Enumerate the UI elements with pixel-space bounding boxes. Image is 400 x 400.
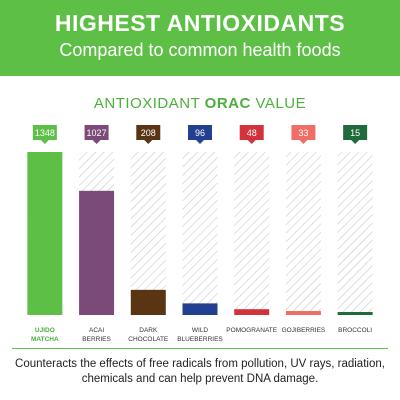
data-label: 15 <box>350 128 360 138</box>
bar <box>130 289 166 315</box>
bar-background <box>337 152 373 315</box>
bar-background <box>285 152 321 315</box>
bar-background <box>130 152 166 315</box>
data-label: 208 <box>141 128 156 138</box>
value-tag <box>136 125 161 140</box>
value-tag-pointer <box>247 140 256 144</box>
orac-bar-chart: 1348 UJIDO MATCHA 1027 ACAI BERRIES 208 DARK CHO… <box>27 125 373 343</box>
bar-group: 1348 UJIDO MATCHA <box>27 125 63 343</box>
value-tag-pointer <box>351 140 360 144</box>
category-label: CHOCOLATE <box>128 336 169 343</box>
bar <box>182 303 218 315</box>
value-tag <box>188 125 212 140</box>
category-label: BLUEBERRIES <box>177 336 223 343</box>
data-label: 1027 <box>87 128 107 138</box>
footer-divider <box>12 348 388 349</box>
category-label: POMOGRANATE <box>226 327 277 334</box>
chart-heading-emphasis: ORAC <box>204 95 251 112</box>
value-tag <box>84 125 109 140</box>
bar-group: 96 WILD BLUEBERRIES <box>177 125 223 343</box>
chart-heading: ANTIOXIDANT ORAC VALUE <box>0 95 400 112</box>
bar-group: 15 BROCCOLI <box>337 125 373 334</box>
value-tag-pointer <box>196 140 204 144</box>
bar-group: 208 DARK CHOCOLATE <box>128 125 169 343</box>
category-label: MATCHA <box>31 336 59 343</box>
value-tag-pointer <box>92 140 101 144</box>
category-label: WILD <box>192 327 209 334</box>
data-label: 1348 <box>35 128 55 138</box>
bar <box>234 309 270 315</box>
data-label: 96 <box>195 128 205 138</box>
bar-background <box>182 152 218 315</box>
bar <box>285 311 321 315</box>
value-tag-pointer <box>144 140 153 144</box>
value-tag <box>32 125 57 140</box>
category-label: UJIDO <box>35 327 55 334</box>
value-tag <box>239 125 264 140</box>
bar-group: 1027 ACAI BERRIES <box>79 125 115 343</box>
value-tag-pointer <box>299 140 308 144</box>
category-label: BROCCOLI <box>338 327 372 334</box>
value-tag <box>343 125 368 140</box>
bar-group: 48 POMOGRANATE <box>226 125 278 334</box>
chart-heading-suffix: VALUE <box>250 95 307 112</box>
bar <box>337 312 373 315</box>
category-label: GOJIBERRIES <box>282 327 326 334</box>
value-tag-pointer <box>40 140 49 144</box>
bar-background <box>234 152 270 315</box>
chart-heading-prefix: ANTIOXIDANT <box>93 95 205 112</box>
page-subtitle: Compared to common health foods <box>59 40 341 60</box>
category-label: BERRIES <box>82 336 111 343</box>
bar <box>79 190 115 315</box>
value-tag <box>291 125 316 140</box>
bar-group: 33 GOJIBERRIES <box>282 125 326 334</box>
category-label: ACAI <box>89 327 104 334</box>
bar <box>27 152 63 315</box>
data-label: 48 <box>247 128 257 138</box>
footnote-text: Counteracts the effects of free radicals… <box>15 358 385 385</box>
data-label: 33 <box>298 128 308 138</box>
header-banner: HIGHEST ANTIOXIDANTS Compared to common … <box>0 0 400 76</box>
category-label: DARK <box>139 327 158 334</box>
page-title: HIGHEST ANTIOXIDANTS <box>54 10 346 36</box>
